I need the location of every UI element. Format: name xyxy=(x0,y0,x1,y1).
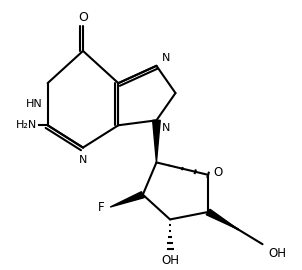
Text: H₂N: H₂N xyxy=(15,120,37,130)
Text: N: N xyxy=(162,53,170,63)
Text: OH: OH xyxy=(268,247,286,260)
Text: OH: OH xyxy=(161,254,179,267)
Polygon shape xyxy=(110,192,144,207)
Text: O: O xyxy=(214,166,223,179)
Polygon shape xyxy=(206,209,238,229)
Text: F: F xyxy=(98,201,105,214)
Text: N: N xyxy=(79,155,87,165)
Text: HN: HN xyxy=(25,99,42,109)
Text: O: O xyxy=(78,11,88,24)
Polygon shape xyxy=(153,120,160,163)
Text: N: N xyxy=(162,123,170,133)
